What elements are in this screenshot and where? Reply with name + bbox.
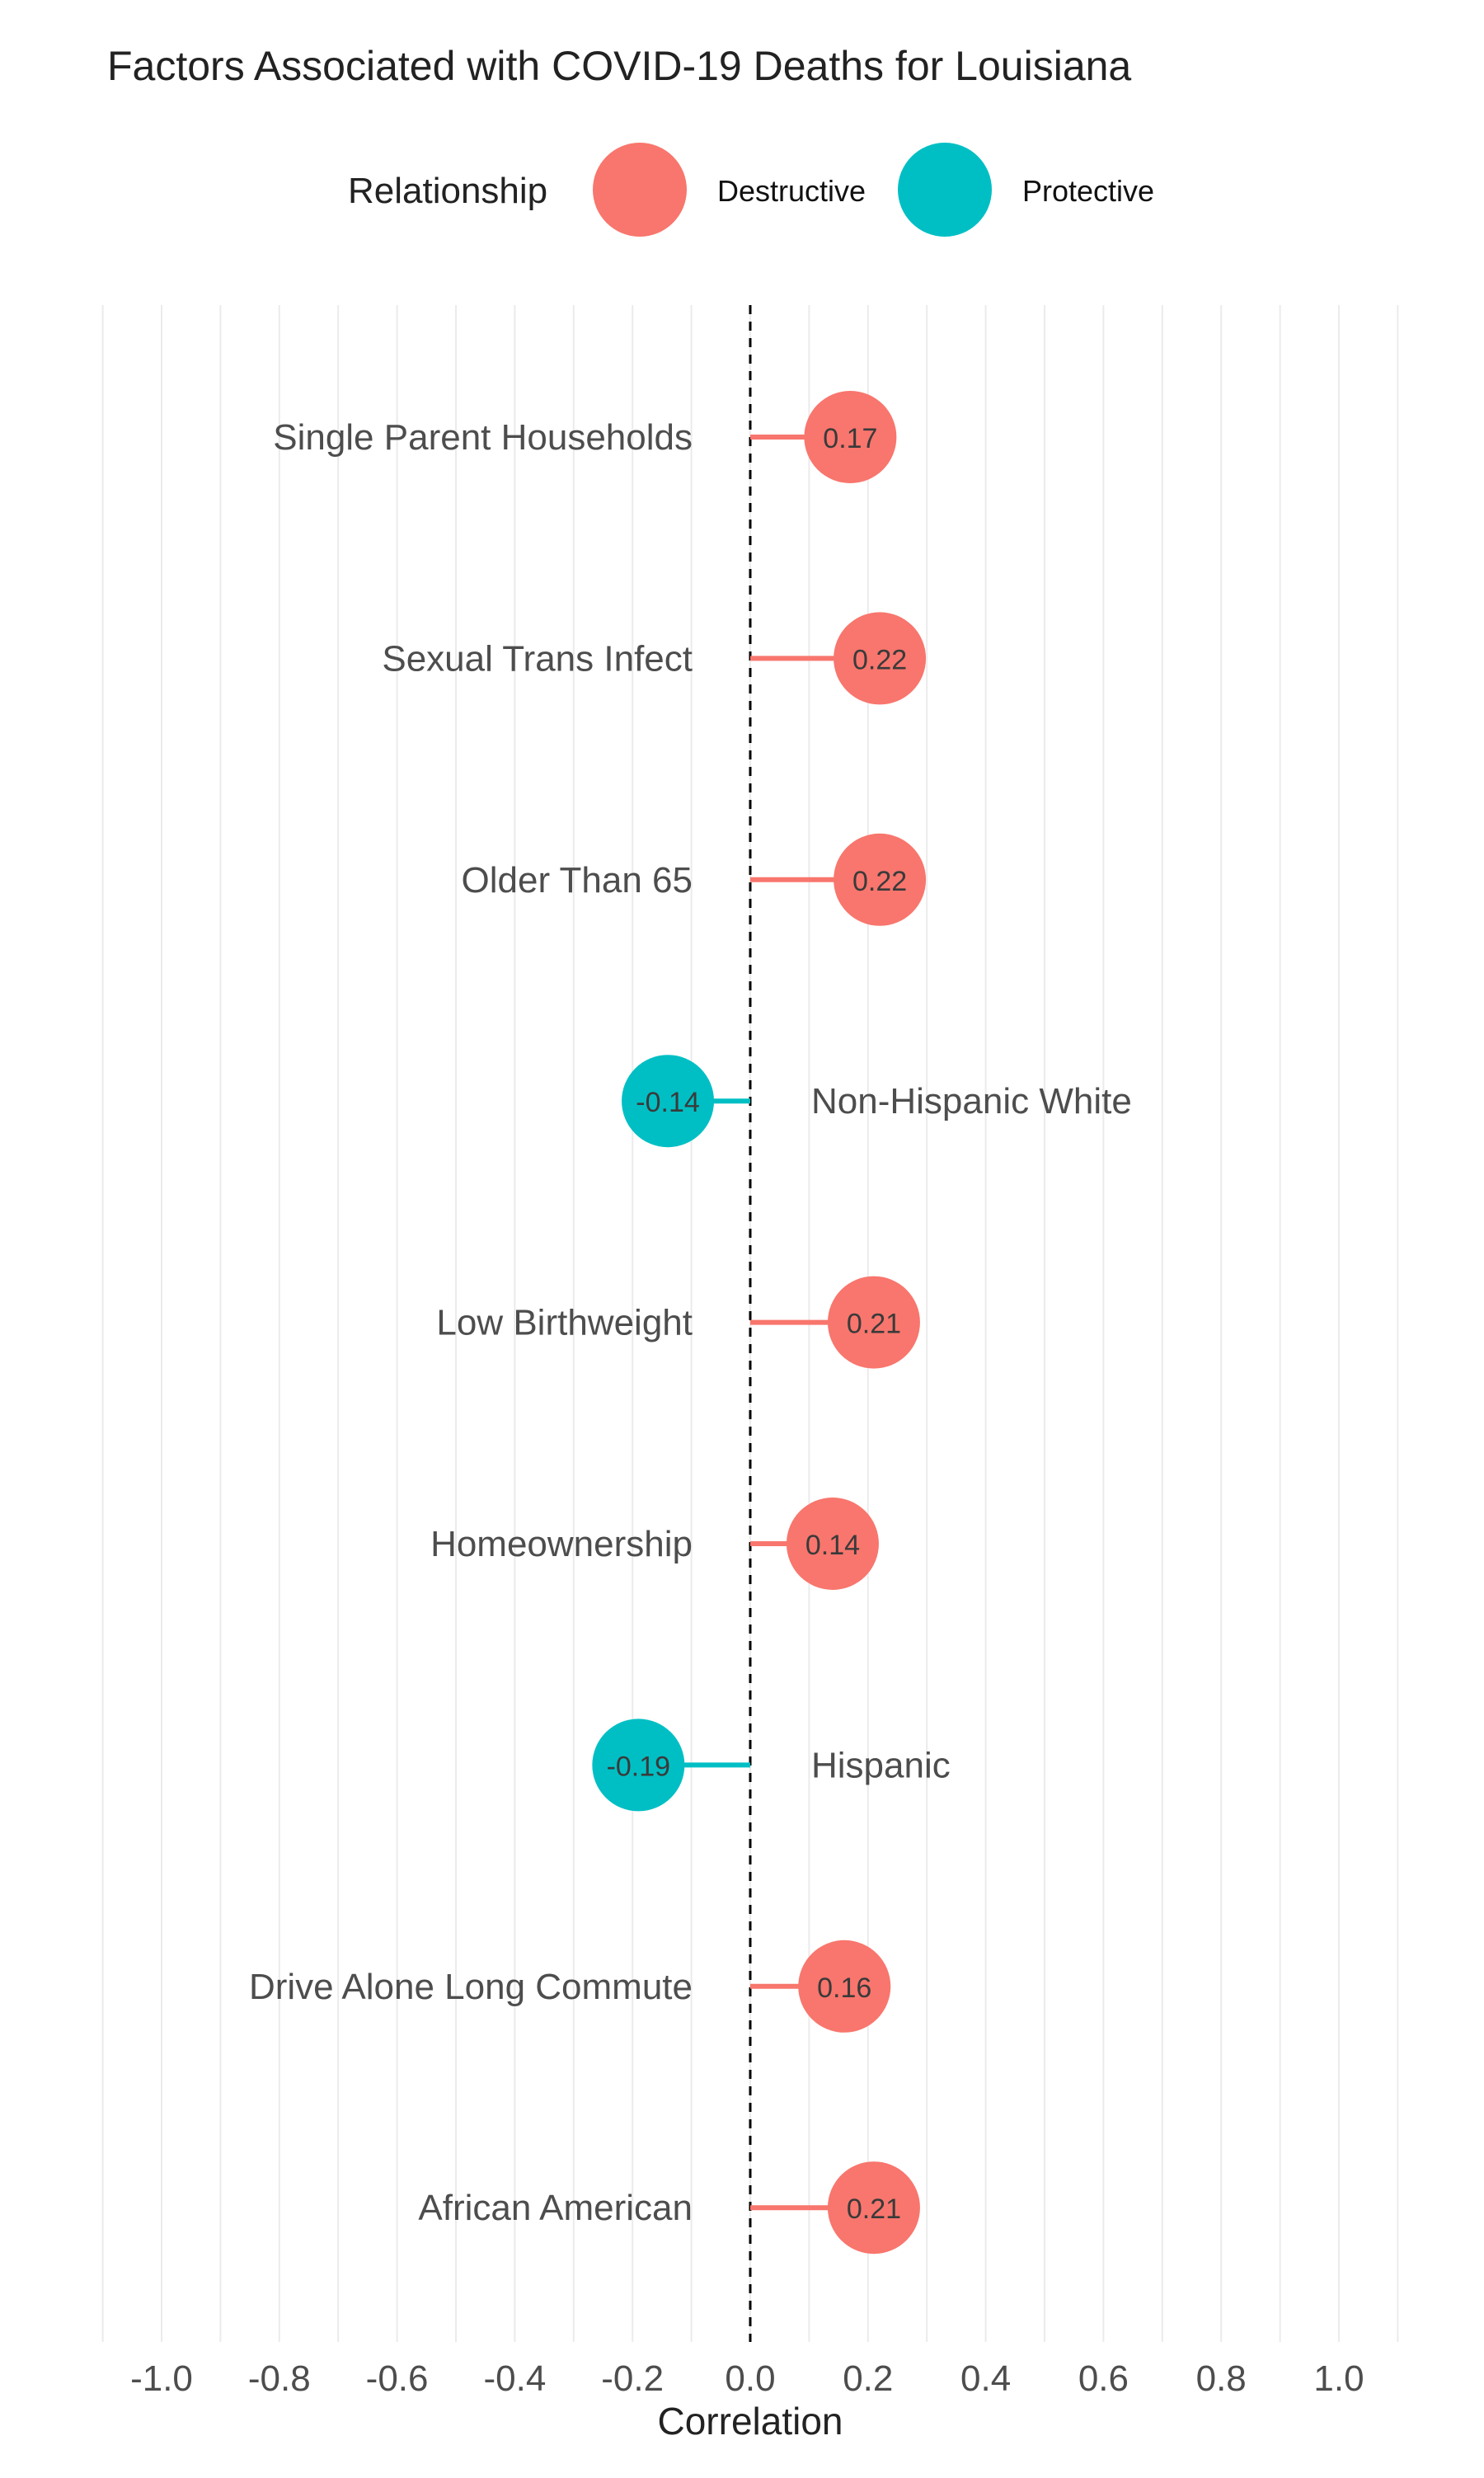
legend: Relationship Destructive Protective: [348, 143, 1154, 237]
point: [834, 612, 927, 705]
x-tick-label: -1.0: [130, 2358, 193, 2399]
data-label: 0.14: [805, 1530, 860, 1561]
point-group: -0.19 Hispanic: [592, 1719, 951, 1812]
point: [622, 1055, 715, 1148]
category-label: Single Parent Households: [273, 417, 693, 458]
x-tick-label: 0.2: [843, 2358, 893, 2399]
point-group: 0.21 African American: [418, 2161, 920, 2255]
category-label: Hispanic: [811, 1745, 951, 1785]
point: [834, 833, 927, 926]
x-tick-label: -0.6: [366, 2358, 429, 2399]
data-label: 0.16: [817, 1973, 871, 2004]
category-label: African American: [418, 2188, 693, 2228]
category-label: Older Than 65: [462, 860, 693, 900]
point-group: 0.16 Drive Alone Long Commute: [249, 1940, 891, 2033]
data-label: 0.22: [852, 866, 907, 897]
point-group: 0.21 Low Birthweight: [436, 1276, 920, 1369]
x-tick-label: 1.0: [1313, 2358, 1364, 2399]
legend-key-protective: [898, 143, 992, 237]
category-label: Low Birthweight: [436, 1303, 693, 1343]
legend-label-destructive: Destructive: [717, 174, 866, 208]
data-label: -0.19: [607, 1751, 671, 1782]
data-label: 0.22: [852, 644, 907, 675]
x-tick-label: -0.8: [248, 2358, 311, 2399]
x-axis: -1.0 -0.8 -0.6 -0.4 -0.2 0.0 0.2 0.4 0.6 0.8 1.0: [130, 2358, 1364, 2399]
category-label: Homeownership: [430, 1524, 693, 1564]
point-group: 0.14 Homeownership: [430, 1498, 879, 1590]
point: [592, 1719, 685, 1812]
point: [804, 391, 897, 483]
point-group: 0.17 Single Parent Households: [273, 391, 897, 483]
point-group: -0.14 Non-Hispanic White: [622, 1055, 1132, 1148]
point: [786, 1498, 879, 1590]
point: [827, 2161, 920, 2255]
legend-title: Relationship: [348, 171, 547, 211]
data-label: 0.17: [823, 423, 877, 454]
point-group: 0.22 Older Than 65: [462, 833, 927, 926]
category-label: Sexual Trans Infect: [382, 638, 693, 679]
x-tick-label: 0.4: [960, 2358, 1011, 2399]
data-label: 0.21: [847, 2194, 901, 2225]
point: [827, 1276, 920, 1369]
point-group: 0.22 Sexual Trans Infect: [382, 612, 927, 705]
x-tick-label: 0.8: [1196, 2358, 1247, 2399]
point: [798, 1940, 891, 2033]
marks: 0.17 Single Parent Households 0.22 Sexual T…: [249, 391, 1132, 2255]
chart-title: Factors Associated with COVID-19 Deaths …: [107, 43, 1131, 89]
data-label: 0.21: [847, 1309, 901, 1340]
x-tick-label: -0.2: [601, 2358, 664, 2399]
legend-key-destructive: [593, 143, 687, 237]
x-axis-title: Correlation: [658, 2400, 843, 2443]
legend-label-protective: Protective: [1022, 174, 1154, 208]
x-tick-label: 0.0: [725, 2358, 775, 2399]
x-tick-label: -0.4: [483, 2358, 546, 2399]
category-label: Non-Hispanic White: [811, 1081, 1132, 1121]
category-label: Drive Alone Long Commute: [249, 1967, 693, 2007]
x-tick-label: 0.6: [1078, 2358, 1129, 2399]
data-label: -0.14: [636, 1087, 700, 1118]
